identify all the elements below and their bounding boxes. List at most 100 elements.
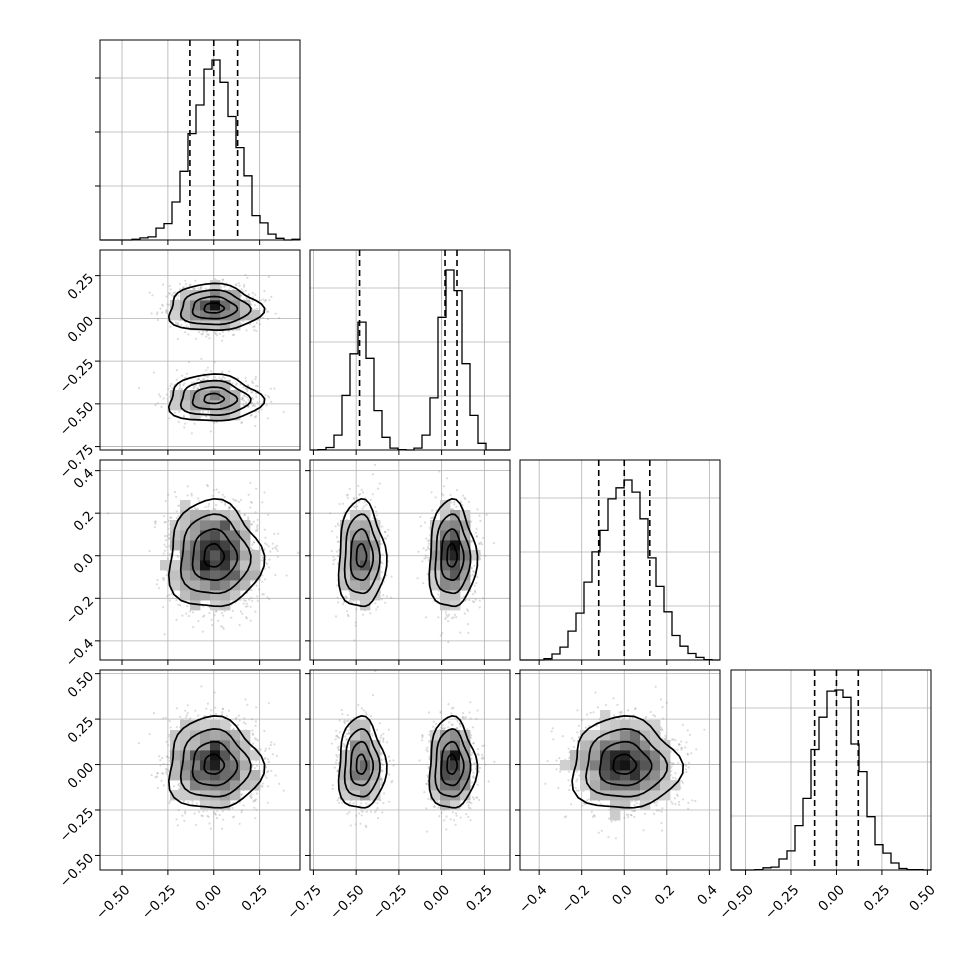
panel-3-1-sample-point	[268, 558, 271, 561]
panel-2-1-sample-point	[240, 422, 243, 425]
y-tick-label: 0.00	[65, 313, 98, 346]
panel-2-1-sample-point	[229, 286, 232, 290]
panel-3-1-sample-point	[185, 612, 188, 615]
panel-3-1-density-cell	[210, 580, 221, 591]
panel-3-2-sample-point	[369, 612, 372, 615]
panel-3-2-sample-point	[442, 485, 445, 488]
panel-3-1-sample-point	[231, 609, 234, 613]
panel-2-1-sample-point	[169, 385, 172, 388]
panel-2-1-sample-point	[264, 298, 267, 302]
panel-2-1-sample-point	[246, 276, 249, 279]
panel-3-1-sample-point	[254, 610, 257, 613]
panel-3-2-sample-point	[467, 623, 470, 626]
panel-2-1-sample-point	[162, 283, 165, 286]
panel-3-1-sample-point	[268, 566, 271, 569]
panel-3-1-sample-point	[261, 580, 264, 583]
panel-3-2-sample-point	[467, 631, 470, 635]
panel-2-1-sample-point	[244, 376, 247, 379]
panel-2-2-grid	[310, 250, 510, 450]
panel-2-1-sample-point	[174, 321, 177, 324]
y-tick-label: 0.25	[65, 270, 98, 303]
panel-2-1-sample-point	[193, 287, 197, 290]
panel-3-1-sample-point	[189, 610, 192, 613]
panel-2-1-sample-point	[267, 275, 270, 278]
panel-2-1-sample-point	[215, 421, 219, 424]
panel-2-1-sample-point	[179, 383, 182, 386]
panel-3-1-sample-point	[158, 587, 161, 590]
panel-3-2-sample-point	[383, 537, 386, 540]
panel-3-1-sample-point	[220, 611, 224, 615]
panel-2-2	[309, 249, 511, 455]
panel-3-2-sample-point	[455, 505, 458, 508]
panel-2-1-sample-point	[251, 291, 255, 295]
panel-3-1-sample-point	[269, 550, 272, 553]
panel-3-2-sample-point	[380, 542, 383, 546]
panel-3-2-sample-point	[332, 555, 335, 558]
panel-3-2-sample-point	[453, 503, 456, 506]
panel-2-1-sample-point	[258, 323, 262, 326]
panel-2-1-sample-point	[251, 299, 254, 303]
panel-2-1-sample-point	[221, 278, 224, 281]
panel-3-1-sample-point	[247, 493, 250, 496]
panel-3-2-sample-point	[384, 601, 387, 604]
panel-2-1-sample-point	[177, 420, 180, 424]
panel-3-1-sample-point	[256, 525, 259, 529]
panel-3-1-density-cell	[190, 570, 201, 581]
panel-2-1-sample-point	[187, 360, 190, 364]
panel-3-2-sample-point	[353, 639, 356, 642]
panel-2-1-sample-point	[193, 422, 196, 425]
panel-3-2-sample-point	[479, 519, 482, 523]
panel-3-1-sample-point	[167, 527, 170, 530]
panel-3-1-sample-point	[245, 617, 248, 620]
panel-2-1-sample-point	[218, 376, 221, 379]
panel-3-1-sample-point	[186, 485, 189, 488]
panel-2-1-sample-point	[255, 307, 259, 310]
panel-2-1-sample-point	[214, 278, 217, 281]
panel-3-1-sample-point	[208, 502, 211, 506]
panel-3-1-sample-point	[192, 626, 195, 629]
panel-2-1-sample-point	[169, 325, 172, 328]
panel-2-1-sample-point	[179, 288, 182, 291]
panel-3-2-sample-point	[345, 494, 348, 497]
panel-2-1-sample-point	[150, 312, 153, 315]
panel-3-2	[305, 459, 511, 665]
panel-2-1-sample-point	[242, 386, 245, 389]
panel-3-2-sample-point	[482, 536, 485, 540]
panel-2-1-sample-point	[174, 411, 177, 414]
panel-3-2-sample-point	[421, 560, 424, 563]
panel-3-2-sample-point	[357, 484, 360, 487]
panel-2-1-sample-point	[244, 387, 247, 390]
panel-2-1-sample-point	[250, 391, 253, 394]
panel-2-1-sample-point	[203, 377, 206, 380]
panel-3-1-sample-point	[243, 514, 246, 517]
panel-1-1-frame	[99, 39, 301, 241]
panel-2-1-sample-point	[252, 325, 255, 328]
panel-2-1-sample-point	[263, 289, 266, 293]
panel-2-1-sample-point	[221, 370, 224, 374]
panel-3-1-sample-point	[240, 499, 243, 502]
panel-3-1-sample-point	[262, 593, 265, 596]
panel-2-1-sample-point	[151, 294, 154, 297]
panel-3-1-sample-point	[257, 588, 261, 591]
panel-2-1-sample-point	[168, 417, 171, 420]
panel-2-1-sample-point	[181, 374, 184, 377]
panel-3-1-sample-point	[208, 611, 211, 615]
y-tick-label: −0.4	[63, 636, 97, 670]
panel-3-1-sample-point	[239, 610, 242, 613]
panel-3-2-sample-point	[425, 537, 428, 540]
panel-3-1-density-cell	[170, 540, 181, 551]
panel-2-1-sample-point	[197, 378, 200, 381]
panel-3-2-sample-point	[453, 500, 456, 504]
panel-2-1-sample-point	[265, 404, 268, 407]
y-tick-label: −0.25	[57, 356, 98, 397]
panel-2-1-sample-point	[245, 329, 248, 332]
panel-3-1-sample-point	[215, 488, 218, 491]
panel-3-1-sample-point	[249, 605, 252, 608]
panel-2-1-sample-point	[255, 330, 258, 333]
panel-3-2-sample-point	[455, 616, 458, 619]
panel-3-1-sample-point	[181, 614, 184, 617]
panel-2-1-sample-point	[274, 312, 277, 315]
panel-2-1-sample-point	[270, 295, 273, 298]
panel-3-2-sample-point	[375, 514, 378, 517]
panel-3-1-sample-point	[179, 604, 182, 607]
